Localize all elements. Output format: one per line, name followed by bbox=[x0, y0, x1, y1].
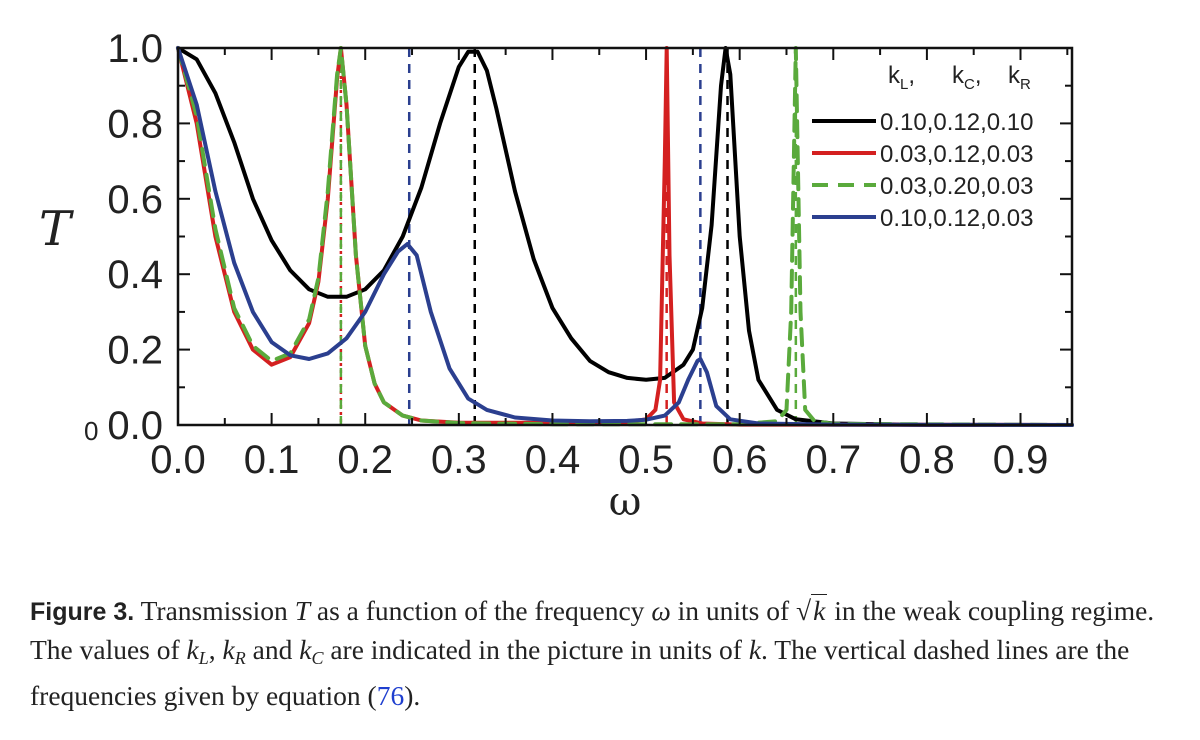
x-axis-title: ω bbox=[609, 479, 642, 525]
equation-76-link[interactable]: 76 bbox=[376, 680, 405, 711]
x-tick-label: 0.0 bbox=[150, 438, 206, 482]
caption-k-unit: k bbox=[748, 634, 762, 665]
caption-and: and bbox=[252, 634, 293, 665]
series-layer bbox=[176, 46, 1074, 427]
x-tick-label: 0.8 bbox=[899, 438, 955, 482]
y-axis-title: T bbox=[39, 201, 74, 257]
caption-text-1: Transmission bbox=[140, 595, 288, 626]
caption-text-5: are indicated in the picture in units of bbox=[330, 634, 742, 665]
y-tick-labels: 0.0 0.2 0.4 0.6 0.8 1.0 bbox=[107, 27, 163, 448]
x-tick-label: 0.7 bbox=[805, 438, 861, 482]
origin-label: 0 bbox=[84, 416, 98, 446]
x-tick-label: 0.5 bbox=[618, 438, 674, 482]
legend-label-4: 0.10,0.12,0.03 bbox=[880, 205, 1033, 232]
caption-text-6: . The vertical dashed lines are the freq… bbox=[30, 634, 1130, 711]
x-tick-label: 0.1 bbox=[244, 438, 300, 482]
x-tick-label: 0.4 bbox=[525, 438, 581, 482]
legend-entries: 0.10,0.12,0.10 0.03,0.12,0.03 0.03,0.20,0.… bbox=[812, 109, 1033, 232]
x-tick-label: 0.9 bbox=[993, 438, 1049, 482]
legend-header: kL, kC, kR bbox=[888, 62, 1031, 93]
legend-label-3: 0.03,0.20,0.03 bbox=[880, 173, 1033, 200]
caption-kR: kR bbox=[222, 634, 246, 668]
y-tick-label: 1.0 bbox=[107, 27, 163, 71]
legend: kL, kC, kR 0.10,0.12,0.100.03,0.12,0.030… bbox=[812, 62, 1033, 232]
x-tick-labels: 0.0 0.1 0.2 0.3 0.4 0.5 0.6 0.7 0.8 0.9 bbox=[150, 438, 1048, 482]
caption-kC: kC bbox=[299, 634, 324, 668]
figure-caption: Figure 3. Transmission T as a function o… bbox=[30, 594, 1155, 711]
caption-paren-close: ). bbox=[404, 680, 421, 711]
caption-kL: kL bbox=[186, 634, 209, 668]
x-tick-label: 0.2 bbox=[337, 438, 393, 482]
axis-ticks bbox=[177, 47, 1072, 426]
y-tick-label: 0.0 bbox=[107, 404, 163, 448]
resonance-vlines bbox=[339, 48, 798, 425]
legend-header-kL: kL, bbox=[888, 62, 915, 93]
x-tick-label: 0.3 bbox=[431, 438, 487, 482]
caption-sqrt-k: √k bbox=[796, 594, 828, 626]
series-line-1 bbox=[176, 46, 1074, 427]
y-tick-label: 0.6 bbox=[107, 178, 163, 222]
legend-header-kC: kC, bbox=[952, 62, 982, 93]
y-tick-label: 0.8 bbox=[107, 102, 163, 146]
series-line-4 bbox=[176, 46, 1074, 427]
series-line-3 bbox=[176, 46, 1074, 427]
plot-frame bbox=[176, 46, 1074, 427]
caption-text-2: as a function of the frequency bbox=[316, 595, 645, 626]
x-tick-label: 0.6 bbox=[712, 438, 768, 482]
y-tick-label: 0.4 bbox=[107, 253, 163, 297]
caption-symbol-T: T bbox=[294, 595, 310, 626]
caption-text-3: in units of bbox=[677, 595, 790, 626]
legend-label-2: 0.03,0.12,0.03 bbox=[880, 141, 1033, 168]
legend-header-kR: kR bbox=[1008, 62, 1031, 93]
transmission-chart: 0.0 0.1 0.2 0.3 0.4 0.5 0.6 0.7 0.8 0.9 0.0 0.2 0.4… bbox=[39, 27, 1074, 525]
caption-label: Figure 3. bbox=[30, 598, 135, 626]
legend-label-1: 0.10,0.12,0.10 bbox=[880, 109, 1033, 136]
caption-text-4: in the weak coupling regime. The values … bbox=[30, 595, 1155, 665]
series-line-2 bbox=[176, 46, 1074, 427]
caption-paren-open: ( bbox=[367, 680, 377, 711]
caption-symbol-omega: ω bbox=[651, 595, 671, 626]
y-tick-label: 0.2 bbox=[107, 329, 163, 373]
figure-3: 0.0 0.1 0.2 0.3 0.4 0.5 0.6 0.7 0.8 0.9 0.0 0.2 0.4… bbox=[39, 27, 1074, 525]
